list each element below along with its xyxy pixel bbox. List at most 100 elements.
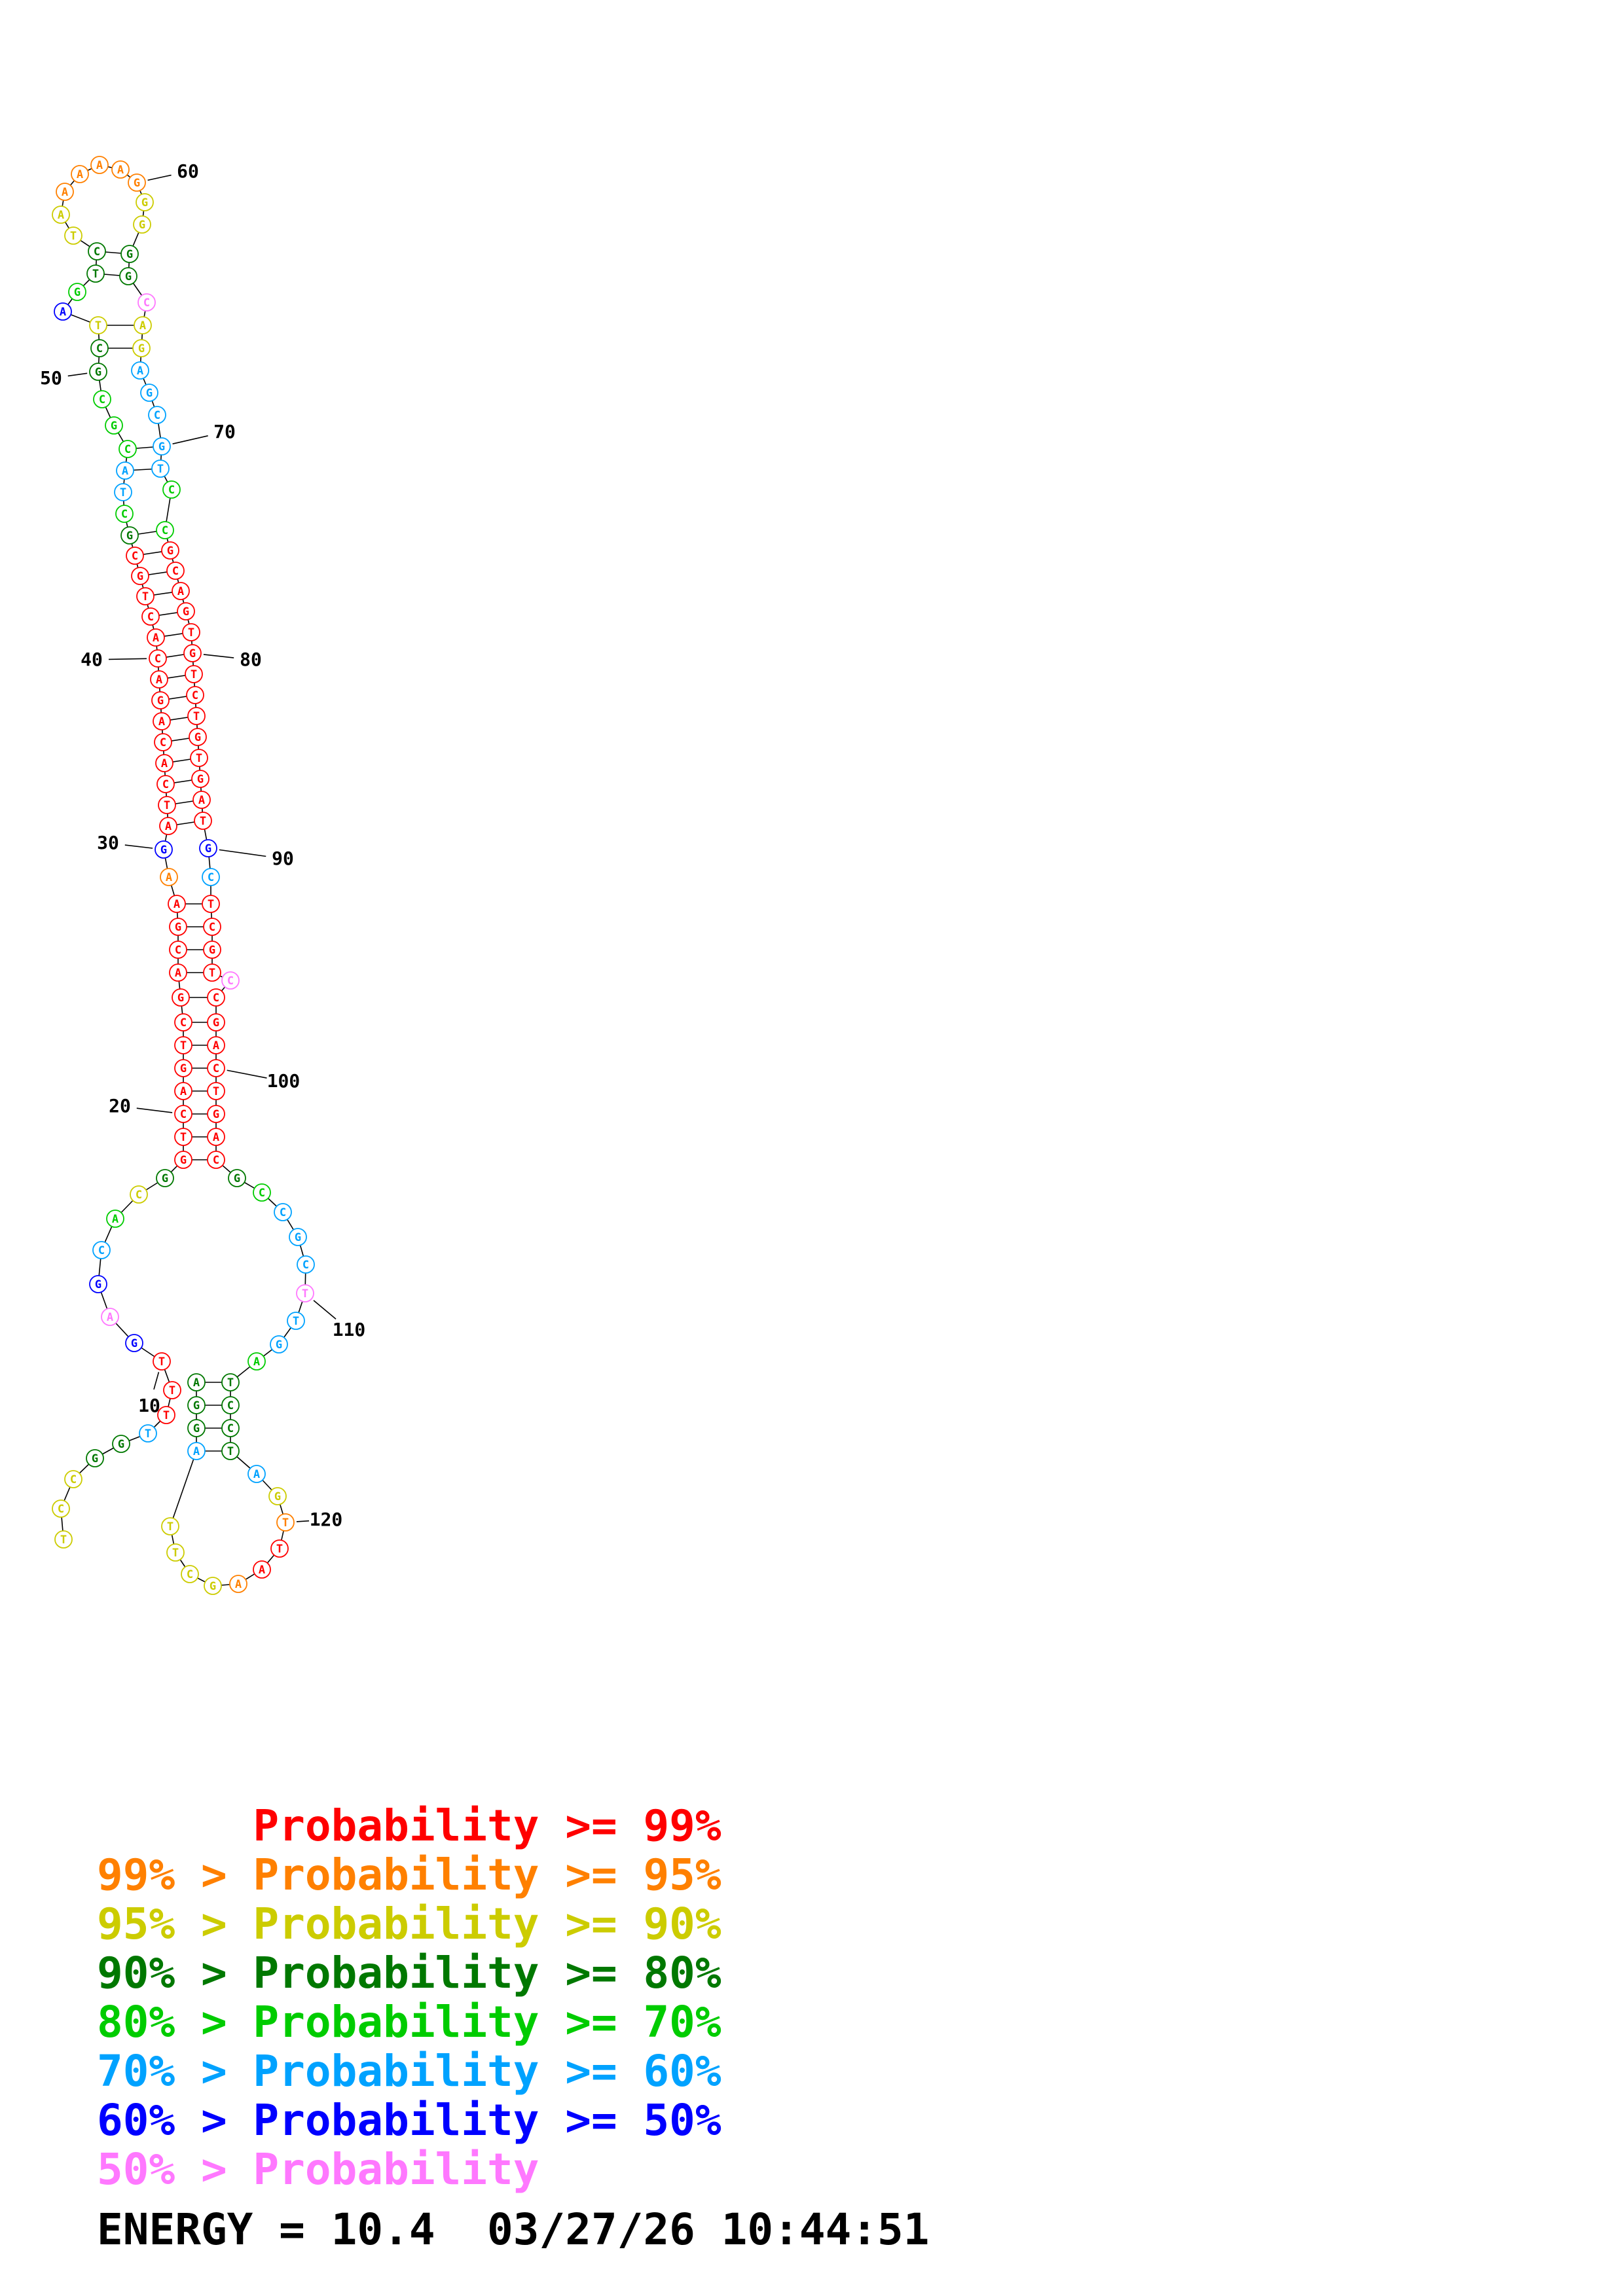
nucleotide-letter: G	[209, 944, 215, 957]
nucleotide-circle	[158, 796, 176, 814]
nucleotide-letter: A	[60, 306, 66, 319]
nucleotide-letter: G	[131, 1337, 137, 1350]
nucleotide-circle	[64, 226, 82, 245]
legend-entry-p50: 60% > Probability >= 50%	[97, 2095, 721, 2145]
nucleotide-circle	[159, 817, 177, 835]
nucleotide-letter: C	[227, 1422, 234, 1435]
position-label: 20	[109, 1095, 131, 1117]
nucleotide-letter: G	[92, 1452, 98, 1465]
nucleotide-circle	[112, 1435, 130, 1453]
nucleotide-letter: T	[142, 590, 149, 603]
nucleotide-circle	[148, 406, 166, 424]
label-leader	[296, 1520, 310, 1522]
nucleotide-letter: T	[172, 1547, 179, 1560]
label-leader	[227, 1069, 267, 1079]
nucleotide-letter: T	[282, 1516, 289, 1530]
nucleotide-circle	[153, 712, 171, 730]
nucleotide-letter: C	[132, 550, 138, 563]
nucleotide-circle	[88, 242, 106, 260]
nucleotide-letter: A	[158, 715, 165, 728]
nucleotide-letter: A	[166, 871, 172, 884]
nucleotide-letter: A	[193, 1376, 200, 1390]
nucleotide-circle	[125, 1334, 143, 1352]
nucleotide-letter: C	[213, 1062, 219, 1075]
nucleotide-circle	[115, 505, 134, 523]
nucleotide-circle	[228, 1169, 246, 1187]
nucleotide-letter: G	[295, 1231, 301, 1244]
energy-text: ENERGY = 10.4 03/27/26 10:44:51	[97, 2204, 930, 2255]
nucleotide-circle	[174, 1059, 192, 1077]
nucleotide-circle	[187, 1442, 206, 1460]
nucleotide-circle	[119, 267, 137, 285]
legend-entry-p95: 99% > Probability >= 95%	[97, 1850, 721, 1900]
nucleotide-letter: C	[180, 1108, 187, 1121]
nucleotide-circle	[131, 361, 149, 380]
nucleotide-letter: T	[276, 1543, 283, 1556]
nucleotide-letter: A	[139, 319, 146, 332]
nucleotide-circle	[133, 215, 151, 234]
nucleotide-letter: A	[117, 164, 124, 177]
nucleotide-letter: C	[160, 736, 166, 749]
nucleotide-letter: G	[137, 570, 143, 583]
nucleotide-letter: G	[134, 177, 140, 190]
legend-entry-p90: 95% > Probability >= 90%	[97, 1899, 721, 1949]
nucleotide-letter: C	[187, 1568, 193, 1581]
nucleotide-circle	[194, 812, 212, 830]
nucleotide-circle	[203, 963, 221, 982]
position-label: 120	[310, 1509, 343, 1530]
nucleotide-letter: T	[120, 486, 126, 499]
rna-structure-diagram: TCCGGTTTTGAGCACGGTCAGTCGACGAAGATCACAGACA…	[40, 156, 366, 1595]
nucleotide-circle	[169, 918, 187, 936]
nucleotide-letter: G	[180, 1154, 187, 1167]
nucleotide-circle	[64, 1470, 82, 1488]
nucleotide-circle	[189, 728, 207, 746]
nucleotide-letter: G	[276, 1338, 282, 1352]
nucleotide-letter: G	[213, 1108, 219, 1121]
nucleotide-circle	[89, 316, 107, 334]
position-label: 110	[333, 1319, 366, 1340]
nucleotide-circle	[174, 1151, 192, 1169]
nucleotide-circle	[221, 971, 240, 990]
label-leader	[172, 435, 208, 444]
nucleotide-letter: G	[138, 342, 145, 355]
nucleotide-circle	[207, 1036, 225, 1054]
nucleotide-letter: C	[259, 1187, 265, 1200]
nucleotide-circle	[56, 183, 74, 201]
nucleotide-circle	[203, 918, 221, 936]
nucleotide-letter: G	[197, 773, 204, 786]
nucleotide-circle	[268, 1487, 287, 1505]
nucleotide-letter: C	[172, 565, 179, 578]
nucleotide-letter: G	[175, 921, 181, 934]
nucleotide-circle	[163, 1381, 181, 1399]
nucleotide-circle	[174, 1013, 192, 1031]
nucleotide-circle	[140, 384, 158, 402]
nucleotide-letter: A	[180, 1085, 187, 1098]
nucleotide-circle	[187, 1396, 206, 1414]
nucleotide-circle	[169, 963, 187, 982]
nucleotide-letter: C	[209, 921, 215, 934]
nucleotide-letter: T	[196, 752, 202, 765]
nucleotide-letter: G	[194, 731, 201, 744]
nucleotide-letter: T	[180, 1039, 187, 1052]
nucleotide-circle	[68, 283, 86, 301]
nucleotide-letter: A	[112, 1213, 119, 1226]
position-label: 40	[81, 649, 103, 670]
nucleotide-letter: G	[126, 248, 133, 261]
nucleotide-letter: G	[111, 420, 117, 433]
nucleotide-circle	[221, 1442, 240, 1460]
nucleotide-letter: C	[136, 1189, 142, 1202]
nucleotide-circle	[190, 749, 208, 767]
nucleotide-circle	[141, 607, 160, 626]
nucleotide-letter: C	[147, 611, 154, 624]
nucleotide-letter: C	[58, 1503, 64, 1516]
nucleotide-letter: A	[122, 465, 128, 478]
nucleotide-circle	[160, 868, 178, 886]
nucleotide-circle	[52, 1499, 70, 1518]
nucleotide-letter: T	[92, 268, 99, 281]
nucleotide-letter: T	[293, 1315, 299, 1328]
nucleotide-letter: T	[164, 799, 170, 812]
nucleotide-circle	[187, 707, 206, 725]
nucleotide-letter: T	[95, 319, 101, 332]
nucleotide-circle	[156, 775, 175, 793]
nucleotide-circle	[86, 264, 105, 283]
